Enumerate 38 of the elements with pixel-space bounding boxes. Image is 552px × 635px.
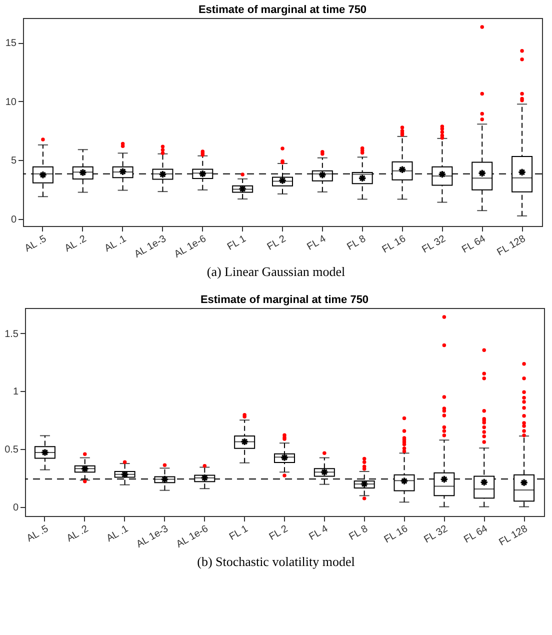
- x-tick-label: AL 1e-3: [134, 523, 171, 550]
- y-tick-label: 1: [12, 386, 19, 398]
- y-tick-label: 0: [12, 502, 19, 514]
- x-tick-label: FL 1: [228, 523, 250, 543]
- x-tick-label: FL 32: [420, 233, 448, 256]
- x-tick-label: AL .5: [25, 523, 51, 545]
- y-tick-label: 5: [10, 156, 17, 167]
- x-tick-label: FL 16: [382, 523, 410, 546]
- text: (a) Linear Gaussian model: [206, 264, 346, 280]
- y-tick-label: 1.5: [4, 328, 19, 340]
- x-tick-label: FL 64: [460, 233, 488, 256]
- text: (b) Stochastic volatility model: [196, 554, 356, 570]
- x-tick-label: FL 2: [265, 233, 288, 253]
- x-tick-label: FL 4: [307, 523, 330, 543]
- x-tick-label: AL 1e-6: [174, 523, 211, 550]
- x-tick-label: AL .2: [64, 523, 91, 545]
- x-tick-label: FL 128: [497, 523, 530, 548]
- y-tick-label: 0: [10, 214, 17, 226]
- chart-title: Estimate of marginal at time 750: [198, 4, 367, 16]
- x-tick-label: FL 4: [305, 233, 328, 253]
- x-tick-label: AL .2: [62, 233, 89, 255]
- x-tick-label: FL 2: [267, 523, 290, 543]
- x-tick-label: FL 16: [380, 233, 408, 256]
- x-tick-label: FL 64: [462, 523, 490, 546]
- x-tick-label: FL 8: [345, 233, 368, 253]
- x-tick-label: FL 1: [226, 233, 248, 253]
- x-tick-label: FL 128: [495, 233, 528, 258]
- x-tick-label: FL 8: [347, 523, 370, 543]
- x-tick-label: AL .1: [104, 523, 131, 545]
- chart-title: Estimate of marginal at time 750: [200, 294, 369, 306]
- y-tick-label: 0.5: [4, 444, 19, 456]
- x-tick-label: AL .1: [102, 233, 129, 255]
- x-tick-label: AL .5: [23, 233, 49, 255]
- y-tick-label: 10: [5, 96, 17, 108]
- x-tick-label: AL 1e-6: [172, 233, 209, 260]
- y-tick-label: 15: [5, 38, 17, 50]
- x-tick-label: AL 1e-3: [132, 233, 169, 260]
- x-tick-label: FL 32: [422, 523, 450, 546]
